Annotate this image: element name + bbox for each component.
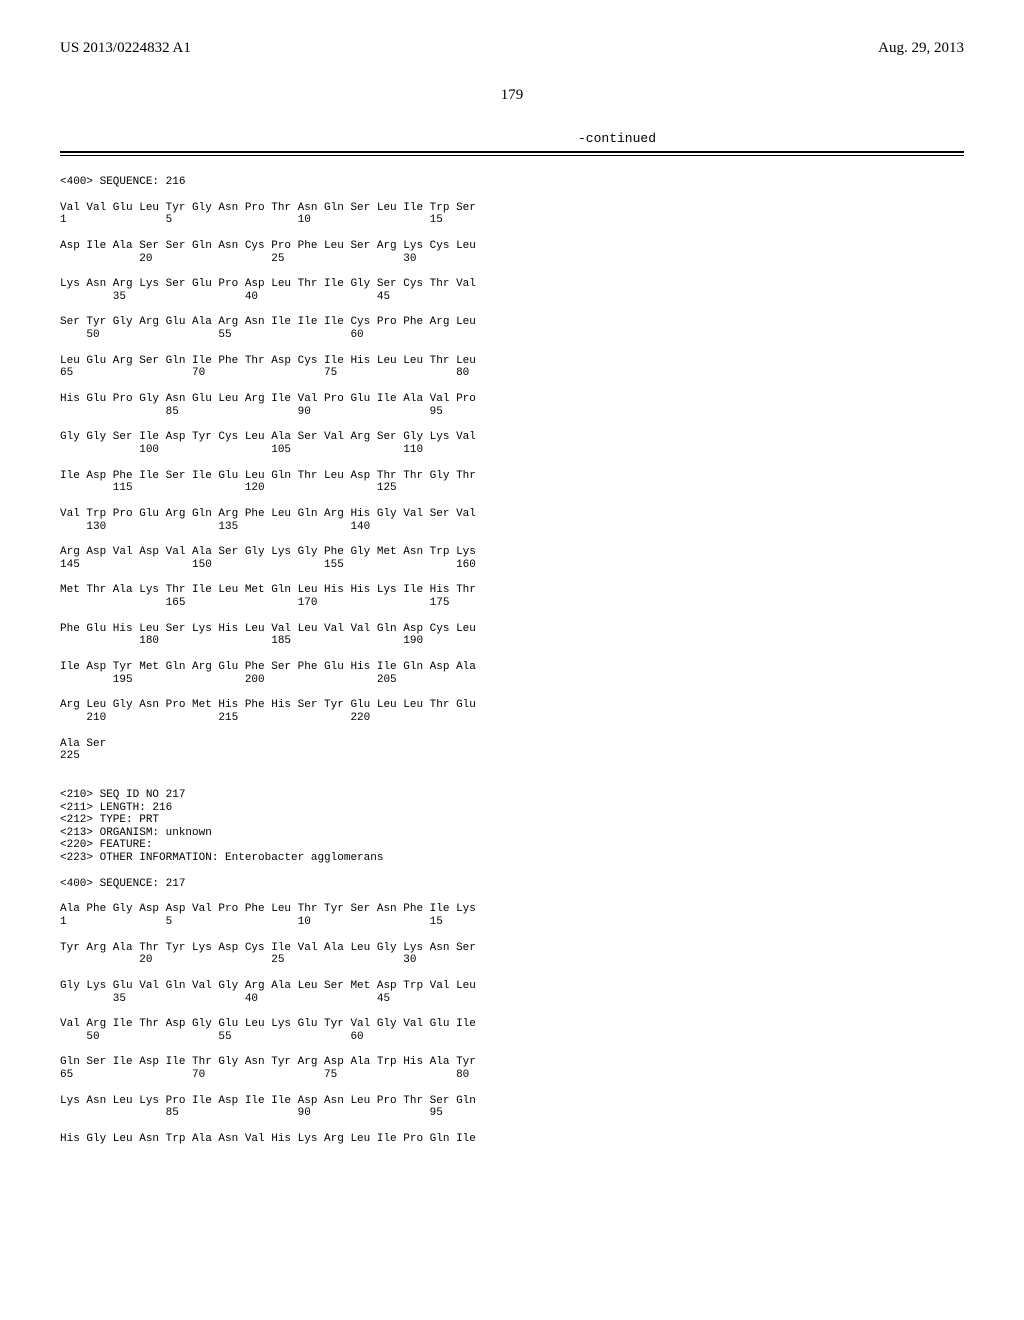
seq-row: Val Val Glu Leu Tyr Gly Asn Pro Thr Asn … bbox=[60, 202, 964, 227]
number-line: 180 185 190 bbox=[60, 635, 964, 648]
residue-line: Ile Asp Tyr Met Gln Arg Glu Phe Ser Phe … bbox=[60, 661, 964, 674]
seq-row: Lys Asn Leu Lys Pro Ile Asp Ile Ile Asp … bbox=[60, 1095, 964, 1120]
number-line: 130 135 140 bbox=[60, 521, 964, 534]
seq-meta-line: <223> OTHER INFORMATION: Enterobacter ag… bbox=[60, 852, 964, 865]
residue-line: Leu Glu Arg Ser Gln Ile Phe Thr Asp Cys … bbox=[60, 355, 964, 368]
number-line: 50 55 60 bbox=[60, 329, 964, 342]
number-line: 100 105 110 bbox=[60, 444, 964, 457]
rule-thick bbox=[60, 151, 964, 153]
residue-line: His Gly Leu Asn Trp Ala Asn Val His Lys … bbox=[60, 1133, 964, 1146]
number-line: 50 55 60 bbox=[60, 1031, 964, 1044]
publication-date: Aug. 29, 2013 bbox=[878, 40, 964, 57]
seq-row: Ala Phe Gly Asp Asp Val Pro Phe Leu Thr … bbox=[60, 903, 964, 928]
number-line: 195 200 205 bbox=[60, 674, 964, 687]
number-line: 65 70 75 80 bbox=[60, 1069, 964, 1082]
residue-line: Gly Gly Ser Ile Asp Tyr Cys Leu Ala Ser … bbox=[60, 431, 964, 444]
number-line: 20 25 30 bbox=[60, 954, 964, 967]
residue-line: Val Val Glu Leu Tyr Gly Asn Pro Thr Asn … bbox=[60, 202, 964, 215]
seq-meta-line: <210> SEQ ID NO 217 bbox=[60, 789, 964, 802]
seq-row: Gly Gly Ser Ile Asp Tyr Cys Leu Ala Ser … bbox=[60, 431, 964, 456]
number-line: 1 5 10 15 bbox=[60, 214, 964, 227]
seq-row: Val Arg Ile Thr Asp Gly Glu Leu Lys Glu … bbox=[60, 1018, 964, 1043]
seq-row: Met Thr Ala Lys Thr Ile Leu Met Gln Leu … bbox=[60, 584, 964, 609]
seq-row: Phe Glu His Leu Ser Lys His Leu Val Leu … bbox=[60, 623, 964, 648]
seq-meta-line: <211> LENGTH: 216 bbox=[60, 802, 964, 815]
number-line: 35 40 45 bbox=[60, 993, 964, 1006]
seq-row: Val Trp Pro Glu Arg Gln Arg Phe Leu Gln … bbox=[60, 508, 964, 533]
residue-line: Tyr Arg Ala Thr Tyr Lys Asp Cys Ile Val … bbox=[60, 942, 964, 955]
number-line: 85 90 95 bbox=[60, 406, 964, 419]
page-number: 179 bbox=[60, 87, 964, 104]
number-line: 115 120 125 bbox=[60, 482, 964, 495]
seq-row: Arg Leu Gly Asn Pro Met His Phe His Ser … bbox=[60, 699, 964, 724]
residue-line: Val Arg Ile Thr Asp Gly Glu Leu Lys Glu … bbox=[60, 1018, 964, 1031]
residue-line: Ile Asp Phe Ile Ser Ile Glu Leu Gln Thr … bbox=[60, 470, 964, 483]
residue-line: Val Trp Pro Glu Arg Gln Arg Phe Leu Gln … bbox=[60, 508, 964, 521]
seq-row: His Glu Pro Gly Asn Glu Leu Arg Ile Val … bbox=[60, 393, 964, 418]
residue-line: Ala Ser bbox=[60, 738, 964, 751]
continued-wrapper: -continued bbox=[60, 129, 964, 147]
residue-line: Met Thr Ala Lys Thr Ile Leu Met Gln Leu … bbox=[60, 584, 964, 597]
seq-meta-line: <220> FEATURE: bbox=[60, 839, 964, 852]
seq-row: Ile Asp Phe Ile Ser Ile Glu Leu Gln Thr … bbox=[60, 470, 964, 495]
number-line: 210 215 220 bbox=[60, 712, 964, 725]
seq-row: Leu Glu Arg Ser Gln Ile Phe Thr Asp Cys … bbox=[60, 355, 964, 380]
seq-block: <400> SEQUENCE: 216 bbox=[60, 176, 964, 189]
seq-row: His Gly Leu Asn Trp Ala Asn Val His Lys … bbox=[60, 1133, 964, 1146]
rule-thin bbox=[60, 155, 964, 156]
residue-line: Arg Leu Gly Asn Pro Met His Phe His Ser … bbox=[60, 699, 964, 712]
number-line: 65 70 75 80 bbox=[60, 367, 964, 380]
residue-line: Lys Asn Leu Lys Pro Ile Asp Ile Ile Asp … bbox=[60, 1095, 964, 1108]
patent-number: US 2013/0224832 A1 bbox=[60, 40, 191, 57]
residue-line: Ser Tyr Gly Arg Glu Ala Arg Asn Ile Ile … bbox=[60, 316, 964, 329]
residue-line: Asp Ile Ala Ser Ser Gln Asn Cys Pro Phe … bbox=[60, 240, 964, 253]
residue-line: Gly Lys Glu Val Gln Val Gly Arg Ala Leu … bbox=[60, 980, 964, 993]
seq-row: Ala Ser225 bbox=[60, 738, 964, 763]
seq-meta-line: <212> TYPE: PRT bbox=[60, 814, 964, 827]
number-line: 165 170 175 bbox=[60, 597, 964, 610]
seq-row: Gly Lys Glu Val Gln Val Gly Arg Ala Leu … bbox=[60, 980, 964, 1005]
seq-row: Ile Asp Tyr Met Gln Arg Glu Phe Ser Phe … bbox=[60, 661, 964, 686]
seq-row: Ser Tyr Gly Arg Glu Ala Arg Asn Ile Ile … bbox=[60, 316, 964, 341]
residue-line: Gln Ser Ile Asp Ile Thr Gly Asn Tyr Arg … bbox=[60, 1056, 964, 1069]
seq-row: Lys Asn Arg Lys Ser Glu Pro Asp Leu Thr … bbox=[60, 278, 964, 303]
residue-line: Arg Asp Val Asp Val Ala Ser Gly Lys Gly … bbox=[60, 546, 964, 559]
number-line: 1 5 10 15 bbox=[60, 916, 964, 929]
sequence-listing: <400> SEQUENCE: 216 Val Val Glu Leu Tyr G… bbox=[60, 176, 964, 1146]
seq-block: <400> SEQUENCE: 217 bbox=[60, 878, 964, 891]
continued-label: -continued bbox=[578, 131, 656, 146]
seq-meta-line: <213> ORGANISM: unknown bbox=[60, 827, 964, 840]
number-line: 85 90 95 bbox=[60, 1107, 964, 1120]
seq-row: Tyr Arg Ala Thr Tyr Lys Asp Cys Ile Val … bbox=[60, 942, 964, 967]
number-line: 225 bbox=[60, 750, 964, 763]
seq-row: Gln Ser Ile Asp Ile Thr Gly Asn Tyr Arg … bbox=[60, 1056, 964, 1081]
residue-line: Phe Glu His Leu Ser Lys His Leu Val Leu … bbox=[60, 623, 964, 636]
number-line: 145 150 155 160 bbox=[60, 559, 964, 572]
seq-row: Arg Asp Val Asp Val Ala Ser Gly Lys Gly … bbox=[60, 546, 964, 571]
residue-line: Ala Phe Gly Asp Asp Val Pro Phe Leu Thr … bbox=[60, 903, 964, 916]
number-line: 20 25 30 bbox=[60, 253, 964, 266]
seq-row: Asp Ile Ala Ser Ser Gln Asn Cys Pro Phe … bbox=[60, 240, 964, 265]
number-line: 35 40 45 bbox=[60, 291, 964, 304]
residue-line: Lys Asn Arg Lys Ser Glu Pro Asp Leu Thr … bbox=[60, 278, 964, 291]
page-header: US 2013/0224832 A1 Aug. 29, 2013 bbox=[60, 40, 964, 57]
residue-line: His Glu Pro Gly Asn Glu Leu Arg Ile Val … bbox=[60, 393, 964, 406]
